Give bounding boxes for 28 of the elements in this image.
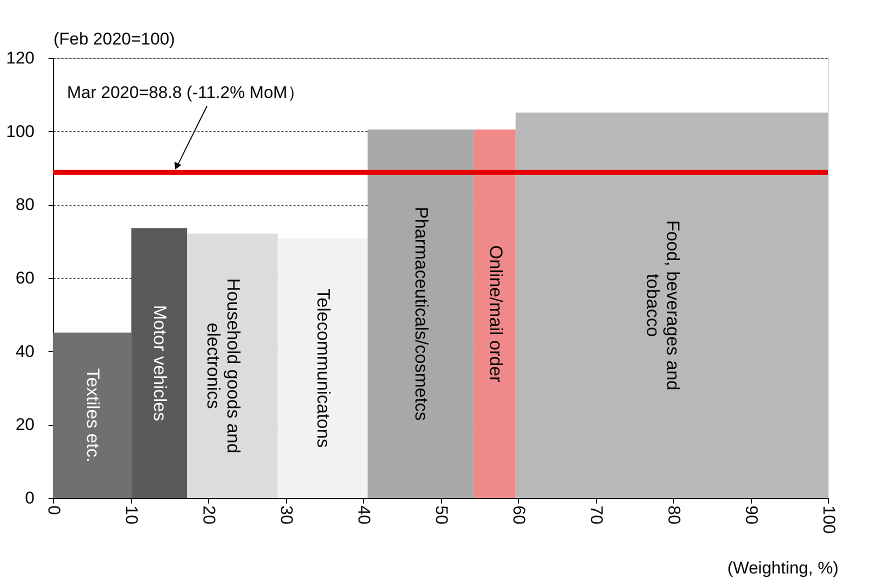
y-tick-label: 40	[16, 342, 34, 361]
series-label: Online/mail order	[486, 245, 506, 382]
series-label: Telecommunicatons	[314, 288, 334, 448]
y-tick-label: 120	[6, 48, 34, 68]
x-tick-label: 10	[122, 506, 141, 524]
x-tick-label: 20	[200, 506, 218, 524]
x-tick-label: 90	[742, 506, 761, 524]
series-label: Household goods and electronics	[203, 278, 244, 454]
x-axis-title: (Weighting, %)	[727, 558, 838, 578]
x-tick-label: 30	[277, 506, 296, 524]
x-tick-label: 80	[664, 506, 684, 524]
y-tick-label: 60	[16, 268, 34, 288]
x-tick-label: 60	[510, 506, 528, 524]
series-label: Food, beverages and tobacco	[642, 220, 683, 390]
x-tick-label: 50	[432, 506, 451, 524]
series-label: Pharmaceuticals/cosmetcs	[412, 206, 432, 421]
x-tick-label: 40	[354, 506, 374, 524]
x-tick-label: 70	[587, 506, 606, 524]
annotation: Mar 2020=88.8 (-11.2% MoM）	[67, 83, 304, 102]
y-tick-label: 0	[25, 488, 34, 508]
y-axis-title: (Feb 2020=100)	[54, 30, 175, 48]
y-tick-label: 20	[16, 415, 34, 434]
y-tick-label: 80	[16, 195, 34, 214]
y-tick-label: 100	[6, 122, 34, 141]
x-tick-label: 100	[820, 506, 838, 534]
series-label: Motor vehicles	[150, 305, 170, 422]
x-tick-label: 0	[44, 506, 64, 515]
series-label: Textiles etc.	[83, 368, 104, 462]
